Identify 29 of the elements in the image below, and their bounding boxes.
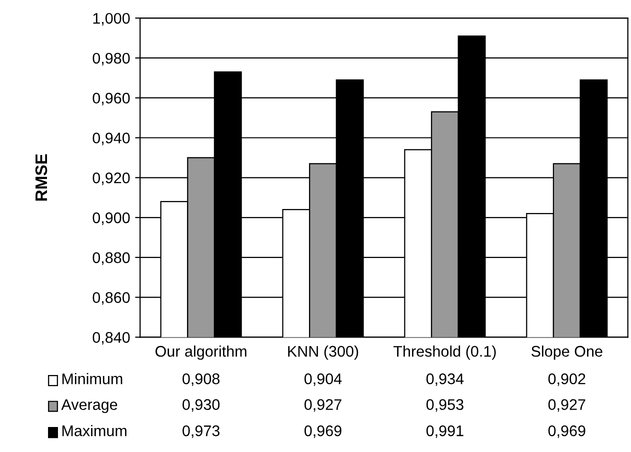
y-tick-label: 0,940: [92, 132, 130, 146]
y-tick-label: 0,860: [92, 292, 130, 305]
y-tick-label: 0,980: [92, 52, 130, 66]
data-label: 0,953: [426, 399, 464, 412]
data-label: 0,902: [548, 373, 586, 386]
data-label: 0,904: [304, 373, 342, 386]
y-tick-label: 0,960: [92, 92, 130, 106]
data-label: 0,934: [426, 373, 464, 386]
data-label: 0,927: [304, 399, 342, 412]
x-tick-label: Threshold (0.1): [393, 346, 496, 360]
x-tick-label: KNN (300): [288, 346, 358, 360]
data-label: 0,930: [182, 399, 220, 412]
y-tick-label: 0,880: [92, 252, 130, 265]
y-tick-label: 0,840: [92, 332, 130, 345]
legend-label: Maximum: [62, 424, 126, 436]
y-tick-label: 0,900: [92, 212, 130, 226]
legend-label: Average: [61, 399, 118, 414]
x-tick-label: Our algorithm: [156, 346, 246, 360]
data-label: 0,969: [548, 425, 586, 438]
data-label: 0,991: [426, 425, 464, 438]
data-label: 0,969: [304, 425, 342, 438]
y-tick-label: 1,000: [93, 12, 130, 26]
y-tick-label: 0,920: [92, 172, 130, 186]
data-label: 0,973: [182, 425, 220, 438]
y-axis-title: RMSE: [35, 154, 48, 201]
data-label: 0,927: [548, 399, 586, 412]
x-tick-label: Slope One: [531, 346, 602, 360]
legend-label: Minimum: [62, 373, 122, 384]
data-label: 0,908: [182, 373, 220, 386]
